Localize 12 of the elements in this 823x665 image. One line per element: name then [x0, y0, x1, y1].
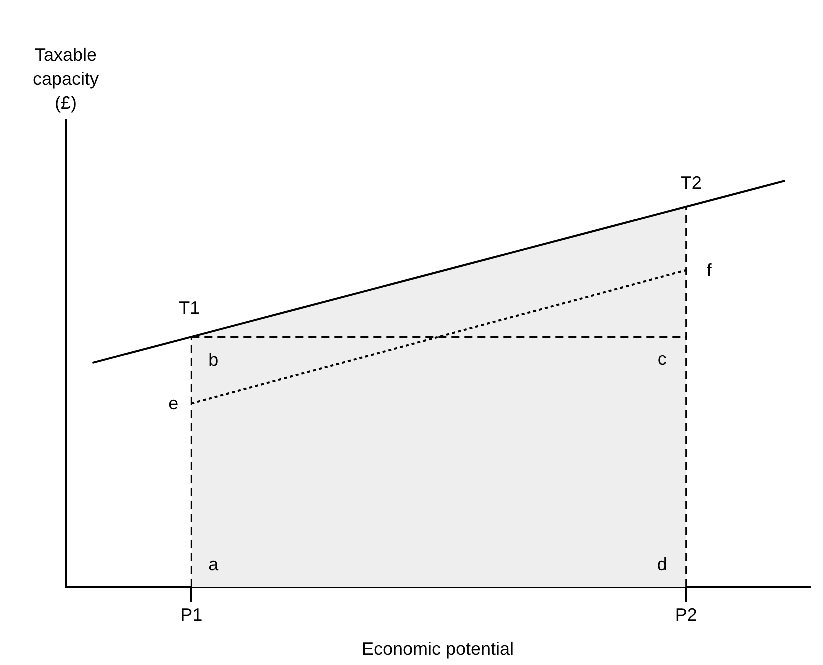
- annotation: T2: [680, 172, 702, 193]
- annotation: a: [208, 554, 220, 574]
- annotation: e: [168, 394, 179, 414]
- x-tick-label: P2: [675, 605, 698, 626]
- y-axis-title: Taxable capacity (£): [32, 44, 100, 113]
- annotation: d: [657, 554, 668, 574]
- annotation: T1: [179, 298, 200, 318]
- annotation: b: [208, 350, 219, 370]
- annotation: c: [658, 349, 667, 370]
- annotation: f: [706, 260, 713, 280]
- x-tick-label: P1: [180, 605, 203, 626]
- x-axis-title: Economic potential: [362, 638, 514, 659]
